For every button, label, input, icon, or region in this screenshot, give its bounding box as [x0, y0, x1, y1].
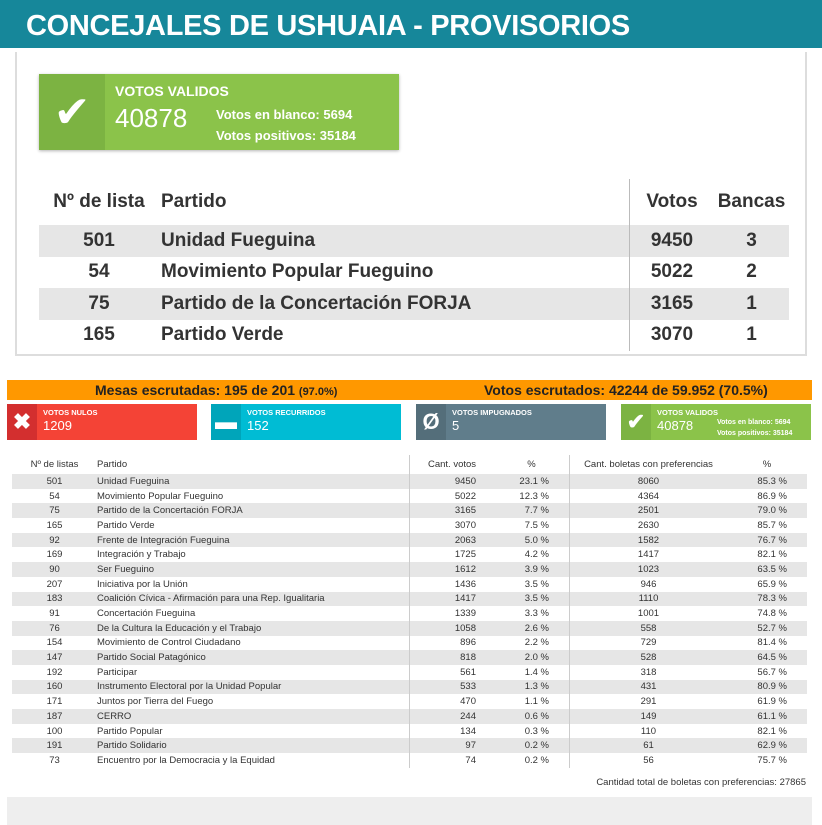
table-row: 73 Encuentro por la Democracia y la Equid…	[49, 753, 787, 768]
table-row: 92 Frente de Integración Fueguina 2063 5.0 …	[12, 532, 807, 548]
table-row: 76 De la Cultura la Educación y el Trabaj…	[12, 620, 807, 636]
table-row: 169 Integración y Trabajo 1725 4.2 % 1417 82.…	[46, 547, 787, 563]
blank-votes: Votos en blanco: 5694	[216, 107, 353, 122]
table-header: Nº de lista Partido Votos Bancas	[39, 179, 789, 225]
mesas-escrutadas: Mesas escrutadas: 195 de 201 (97.0%)	[95, 382, 338, 398]
table-row: 100 Partido Popular 134 0.3 % 110 82.1 %	[46, 723, 787, 739]
total-preferences: Cantidad total de boletas con preferenci…	[596, 777, 806, 788]
table-row: 207 Iniciativa por la Unión 1436 3.5 % 946 65…	[46, 576, 787, 592]
table-row: 165 Partido Verde 3070 1	[39, 319, 789, 351]
minus-icon: ▬	[211, 404, 241, 440]
check-icon: ✔	[621, 404, 651, 440]
positive-votes: Votos positivos: 35184	[216, 128, 356, 143]
table-header: Nº de listas Partido Cant. votos % Cant.…	[12, 455, 807, 474]
table-row: 192 Participar 561 1.4 % 318 56.7 %	[46, 664, 787, 680]
empty-set-icon: Ø	[416, 404, 446, 440]
table-row: 147 Partido Social Patagónico 818 2.0 % 528 6…	[12, 650, 807, 665]
recurred-votes-card: ▬ VOTOS RECURRIDOS 152	[211, 404, 401, 440]
page-title: CONCEJALES DE USHUAIA - PROVISORIOS	[0, 0, 822, 48]
bottom-strip	[7, 797, 812, 825]
table-row: 54 Movimiento Popular Fueguino 5022 2	[39, 256, 789, 288]
seats-table: Nº de lista Partido Votos Bancas 501 Unid…	[39, 179, 789, 351]
votos-escrutados: Votos escrutados: 42244 de 59.952 (70.5%…	[484, 382, 768, 398]
table-row: 183 Coalición Cívica - Afirmación para un…	[12, 591, 807, 607]
table-row: 154 Movimiento de Control Ciudadano 896 2.2…	[46, 635, 787, 651]
valid-votes-card: ✔ VOTOS VALIDOS 40878 Votos en blanco: 5…	[39, 74, 399, 150]
table-row: 75 Partido de la Concertación FORJA 3165 1	[39, 288, 789, 320]
valid-label: VOTOS VALIDOS	[115, 83, 229, 99]
table-row: 54 Movimiento Popular Fueguino 5022 12.3 % 4…	[49, 488, 787, 504]
table-row: 501 Unidad Fueguina 9450 3	[39, 225, 789, 257]
challenged-votes-card: Ø VOTOS IMPUGNADOS 5	[416, 404, 606, 440]
valid-value: 40878	[115, 103, 188, 133]
table-row: 171 Juntos por Tierra del Fuego 470 1.1 % 29…	[46, 694, 787, 709]
table-row: 75 Partido de la Concertación FORJA 3165 7.…	[12, 503, 807, 519]
x-icon: ✖	[7, 404, 37, 440]
results-table: Nº de listas Partido Cant. votos % Cant.…	[12, 455, 807, 768]
table-row: 191 Partido Solidario 97 0.2 % 61 62.9 %	[12, 738, 807, 754]
table-row: 501 Unidad Fueguina 9450 23.1 % 8060 85.3 %	[12, 474, 807, 489]
null-votes-card: ✖ VOTOS NULOS 1209	[7, 404, 197, 440]
check-icon: ✔	[39, 74, 105, 150]
table-row: 187 CERRO 244 0.6 % 149 61.1 %	[12, 709, 807, 724]
table-row: 91 Concertación Fueguina 1339 3.3 % 1001 74.8…	[49, 606, 787, 621]
valid-votes-card-small: ✔ VOTOS VALIDOS 40878 Votos en blanco: 5…	[621, 404, 811, 440]
scrutiny-bar: Mesas escrutadas: 195 de 201 (97.0%) Vot…	[7, 380, 812, 400]
table-row: 165 Partido Verde 3070 7.5 % 2630 85.7 %	[46, 518, 787, 533]
table-row: 160 Instrumento Electoral por la Unidad P…	[12, 679, 807, 695]
table-row: 90 Ser Fueguino 1612 3.9 % 1023 63.5 %	[12, 562, 807, 577]
summary-panel: ✔ VOTOS VALIDOS 40878 Votos en blanco: 5…	[15, 52, 807, 356]
